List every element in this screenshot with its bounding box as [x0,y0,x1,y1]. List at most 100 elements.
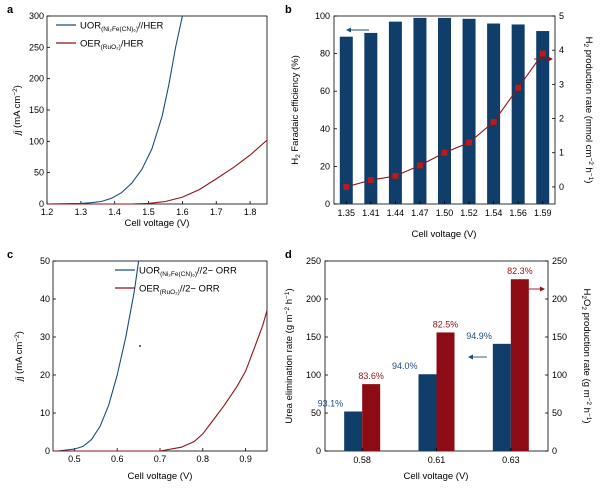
fe-bar [438,17,451,204]
x-tick-label: 1.44 [387,208,405,218]
h2o2-label: 83.6% [358,371,384,381]
panel-b-chart: 1.35 1.41 1.44 1.47 1.50 1.52 1.54 1.56 1.590204… [290,11,594,240]
y-tick-label: 100 [29,136,44,146]
panel-label-a: a [7,4,14,16]
y-tick-label-left: 60 [320,86,330,96]
series-line-2 [53,310,268,452]
panel-d-ylabel-left: Urea elimination rate (g m−2 h−1) [284,288,295,423]
y-tick-label-right: 0 [559,182,564,192]
fe-bar [536,31,550,205]
x-tick-label: 0.7 [154,454,167,464]
panel-d-chart: 0.58 0.61 0.63 0 50 100 150 200 250 0 50 100 150 200 2… [284,256,592,482]
y-tick-label-right: 200 [552,294,567,304]
y-tick-label: 50 [40,256,50,266]
y-tick-label-right: 5 [559,11,564,21]
y-tick-label-left: 100 [315,11,330,21]
y-tick-label: 0 [39,199,44,209]
panel-d-ylabel-right: H2O2 production rate (g m−2 h−1) [580,288,592,423]
y-tick-label-left: 250 [306,256,321,266]
y-tick-label-right: 3 [559,79,564,89]
x-tick-label: 1.8 [244,207,257,217]
y-tick-label: 0 [45,446,50,456]
y-tick-label-left: 20 [320,161,330,171]
y-tick-label: 30 [40,332,50,342]
panel-c-stray-dot [139,345,141,347]
y-tick-label-left: 100 [306,370,321,380]
legend-entry: UOR(Ni₂Fe(CN)₆)//2− ORR [139,266,237,279]
panel-c-xlabel: Cell voltage (V) [128,471,193,482]
x-tick-label: 0.9 [239,454,252,464]
urea-bar [492,343,511,451]
panel-b-ylabel-left: H2 Faradaic efficiency (%) [290,55,302,165]
y-tick-label: 300 [29,11,44,21]
y-tick-label-right: 4 [559,45,564,55]
panel-c-ylabel: jj (mA cm−2) [14,331,25,383]
y-tick-label-right: 250 [552,256,567,266]
y-tick-label-right: 0 [552,446,557,456]
panel-d-left-axis-arrow [468,354,487,360]
h2o2-bar [436,332,455,451]
fe-bar [339,36,353,205]
x-tick-label: 0.5 [68,454,81,464]
y-tick-label-left: 0 [316,446,321,456]
series-line-1 [46,15,183,205]
x-tick-label: 0.63 [502,455,520,465]
y-tick-label-right: 100 [552,370,567,380]
urea-label: 94.9% [466,331,492,341]
x-tick-label: 1.35 [338,208,356,218]
x-tick-label: 1.41 [362,208,380,218]
h2-rate-marker [343,183,350,190]
legend-entry: OER(RuO₂)//2− ORR [139,284,220,297]
panel-a-xlabel: Cell voltage (V) [125,218,190,229]
y-tick-label: 150 [29,105,44,115]
panel-label-c: c [7,249,13,261]
fe-bar [487,23,501,204]
series-line-1 [57,260,140,452]
fe-bar [511,24,525,205]
panel-c-chart: 0.5 0.6 0.7 0.8 0.9 0 10 20 30 40 50 UOR(Ni₂Fe(CN)₆… [14,256,268,482]
h2-rate-marker [367,177,374,184]
panel-b-xlabel: Cell voltage (V) [412,229,477,240]
x-tick-label: 1.59 [534,208,552,218]
panel-d-xlabel: Cell voltage (V) [404,471,469,482]
fe-bar [364,32,378,204]
x-tick-label: 1.50 [436,208,454,218]
x-tick-label: 1.2 [41,207,54,217]
panel-b-right-axis-arrow [534,56,553,62]
x-tick-label: 1.47 [411,208,429,218]
panel-b-ylabel-right: H2 production rate (mmol cm−2 h−1) [582,37,594,184]
y-tick-label-right: 50 [552,408,562,418]
urea-bar [418,374,437,451]
panel-a-ylabel: jj (mA cm−2) [12,85,23,137]
y-tick-label: 40 [40,294,50,304]
urea-label: 93.1% [318,398,344,408]
y-tick-label-right: 150 [552,332,567,342]
panel-label-d: d [285,249,292,261]
x-tick-label: 1.56 [509,208,527,218]
x-tick-label: 0.8 [197,454,210,464]
panel-label-b: b [285,4,292,16]
urea-label: 94.0% [392,361,418,371]
fe-bar [388,21,402,204]
y-tick-label: 10 [40,408,50,418]
y-tick-label: 20 [40,370,50,380]
h2o2-label: 82.5% [433,319,459,329]
h2-rate-marker [515,84,522,91]
y-tick-label-right: 2 [559,114,564,124]
x-tick-label: 1.3 [75,207,88,217]
y-tick-label-left: 80 [320,49,330,59]
x-tick-label: 0.58 [353,455,371,465]
h2-rate-marker [490,118,497,125]
y-tick-label-left: 0 [325,199,330,209]
urea-bar [344,411,363,451]
x-tick-label: 1.5 [142,207,155,217]
x-tick-label: 1.52 [460,208,478,218]
y-tick-label-left: 200 [306,294,321,304]
fe-bar [462,18,476,204]
fe-bar [413,17,427,204]
y-tick-label-left: 40 [320,124,330,134]
x-tick-label: 1.7 [210,207,223,217]
h2o2-bar [362,384,381,451]
h2-rate-marker [416,162,423,169]
